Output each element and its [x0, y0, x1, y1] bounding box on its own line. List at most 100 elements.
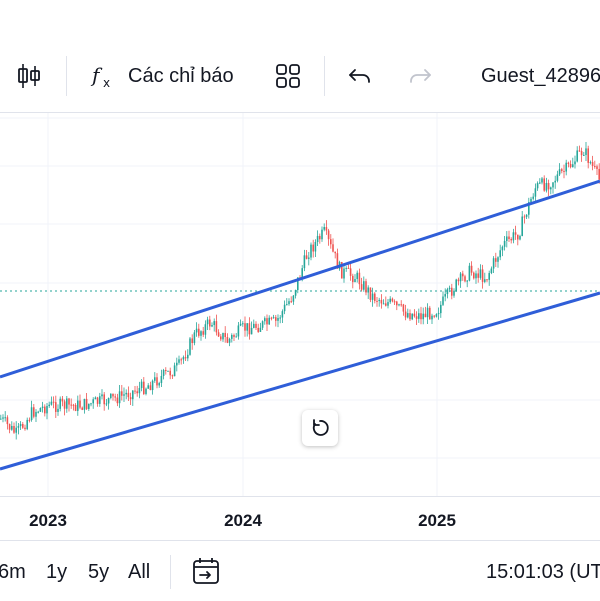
candle-body [123, 394, 125, 396]
candle-body [228, 338, 231, 343]
user-menu[interactable]: Guest_42896 [481, 40, 600, 112]
candle-body [343, 268, 345, 279]
candle-body [149, 385, 152, 391]
candle-body [367, 287, 369, 293]
candle-body [39, 408, 42, 412]
candle-body [52, 401, 55, 403]
templates-button[interactable] [274, 40, 302, 112]
candle-body [374, 293, 376, 301]
candle-body [173, 365, 176, 377]
range-5y-button[interactable]: 5y [88, 561, 110, 583]
time-axis[interactable]: 2023 2024 2025 [0, 496, 600, 541]
candle-body [118, 391, 121, 404]
candle-body [319, 235, 321, 240]
candle-body [396, 301, 398, 306]
candle-body [160, 375, 163, 384]
candle-body [136, 391, 138, 394]
candle-body [477, 273, 479, 278]
candle-body [585, 148, 587, 155]
candle-body [545, 182, 548, 191]
user-label: Guest_42896 [481, 64, 600, 87]
candle-body [371, 293, 374, 300]
candle-body [297, 277, 299, 291]
candle-body [534, 188, 537, 197]
candles-group [0, 141, 600, 440]
candle-body [541, 178, 543, 183]
candle-body [305, 255, 308, 259]
candle-body [310, 244, 312, 258]
candle-body [268, 317, 270, 325]
candle-body [382, 303, 385, 305]
reset-chart-button[interactable] [302, 410, 338, 446]
candle-body [226, 337, 229, 343]
candle-body [250, 327, 253, 335]
candle-body [17, 426, 20, 428]
candle-body [402, 304, 405, 312]
candle-body [184, 357, 187, 359]
candle-body [354, 279, 356, 283]
candle-body [90, 403, 92, 405]
x-tick-label: 2024 [224, 511, 262, 530]
candlestick-chart-icon [14, 61, 44, 91]
candle-body [556, 174, 559, 181]
candle-body [387, 302, 389, 306]
candle-body [404, 311, 407, 318]
candle-body [8, 424, 11, 430]
candlestick-chart-button[interactable] [14, 40, 44, 112]
candle-body [110, 393, 112, 399]
candle-body [55, 402, 57, 412]
candle-body [264, 318, 266, 322]
candle-body [77, 400, 79, 411]
candle-body [101, 394, 103, 397]
redo-button[interactable] [406, 40, 434, 112]
candle-body [341, 262, 343, 279]
candle-body [437, 313, 440, 315]
candle-body [525, 214, 528, 217]
candle-body [490, 268, 493, 274]
candle-body [129, 397, 132, 400]
candle-body [200, 331, 202, 336]
candle-body [398, 304, 400, 306]
indicators-button[interactable]: f x Các chỉ báo [90, 40, 234, 112]
candle-body [598, 168, 600, 180]
candle-body [81, 407, 83, 410]
candle-body [116, 397, 119, 404]
candle-body [255, 323, 257, 328]
candle-body [583, 154, 585, 156]
candle-body [138, 388, 141, 394]
candle-body [440, 304, 442, 314]
candle-body [433, 315, 435, 317]
price-chart[interactable] [0, 113, 600, 496]
candle-body [105, 403, 108, 405]
candle-body [587, 148, 589, 163]
candle-body [492, 258, 495, 269]
candle-body [235, 336, 237, 338]
candle-body [154, 377, 156, 381]
range-6m-button[interactable]: 6m [0, 561, 26, 583]
candle-body [215, 321, 218, 333]
x-tick-label: 2023 [29, 511, 67, 530]
candle-body [224, 332, 226, 338]
candle-body [316, 235, 319, 242]
candle-body [594, 165, 596, 167]
candle-body [400, 304, 402, 306]
candle-body [429, 307, 431, 320]
candle-body [481, 269, 484, 282]
candle-body [275, 317, 277, 321]
candle-body [132, 390, 134, 400]
candle-body [237, 325, 240, 337]
top-toolbar: f x Các chỉ báo [0, 40, 600, 113]
chart-canvas[interactable] [0, 113, 600, 496]
clock-label[interactable]: 15:01:03 (UTC [486, 561, 600, 583]
range-1y-button[interactable]: 1y [46, 561, 68, 583]
undo-button[interactable] [346, 40, 374, 112]
candle-body [204, 324, 207, 335]
candle-body [114, 396, 116, 398]
candle-body [26, 419, 28, 430]
range-all-button[interactable]: All [128, 561, 151, 583]
toolbar-separator [66, 56, 67, 96]
candle-body [57, 408, 59, 412]
calendar-goto-icon[interactable] [190, 555, 222, 587]
candle-body [561, 169, 563, 171]
candle-body [283, 304, 286, 312]
